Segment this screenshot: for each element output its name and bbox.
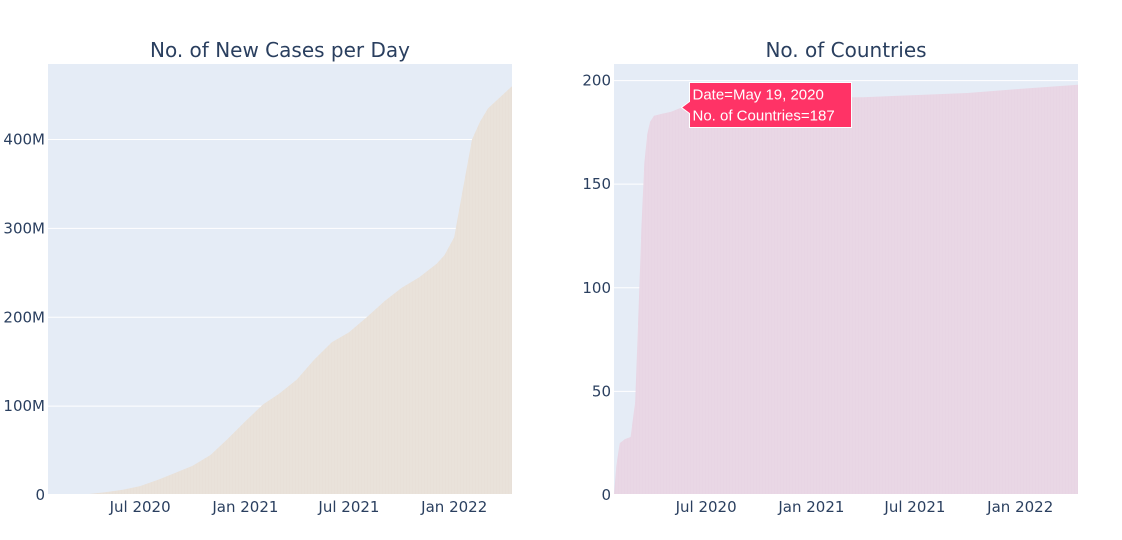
y-tick-label: 0 <box>35 486 45 504</box>
x-tick-label: Jul 2021 <box>317 498 379 516</box>
countries-chart: No. of Countries 0 50 100 150 200 Jul 2020 Ja… <box>582 38 1078 516</box>
x-tick-label: Jan 2022 <box>986 498 1053 516</box>
countries-area-series[interactable] <box>614 84 1078 495</box>
y-tick-label: 200 <box>582 72 611 90</box>
x-tick-label: Jan 2021 <box>777 498 844 516</box>
chart-title: No. of New Cases per Day <box>150 38 410 62</box>
cases-area-series[interactable] <box>48 86 512 495</box>
x-tick-label: Jan 2021 <box>211 498 278 516</box>
cases-bar-stripes <box>50 88 511 495</box>
tooltip-box <box>680 82 853 129</box>
y-tick-label: 100 <box>582 279 611 297</box>
y-tick-label: 100M <box>3 397 45 415</box>
chart-title: No. of Countries <box>765 38 926 62</box>
x-tick-label: Jan 2022 <box>420 498 487 516</box>
tooltip-date: Date=May 19, 2020 <box>693 87 824 104</box>
new-cases-chart: No. of New Cases per Day 0 100M 200M 300M 40… <box>3 38 512 516</box>
x-tick-label: Jul 2021 <box>883 498 945 516</box>
x-tick-label: Jul 2020 <box>675 498 737 516</box>
countries-bar-stripes <box>616 84 1077 495</box>
y-tick-label: 200M <box>3 308 45 326</box>
hover-tooltip: Date=May 19, 2020 No. of Countries=187 <box>680 82 853 129</box>
y-tick-label: 400M <box>3 131 45 149</box>
y-tick-label: 50 <box>592 382 611 400</box>
y-axis-ticks: 0 50 100 150 200 <box>582 72 611 504</box>
y-tick-label: 0 <box>601 486 611 504</box>
y-tick-label: 300M <box>3 219 45 237</box>
x-tick-label: Jul 2020 <box>109 498 171 516</box>
x-axis-ticks: Jul 2020 Jan 2021 Jul 2021 Jan 2022 <box>675 498 1054 516</box>
y-axis-ticks: 0 100M 200M 300M 400M <box>3 131 45 504</box>
x-axis-ticks: Jul 2020 Jan 2021 Jul 2021 Jan 2022 <box>109 498 488 516</box>
y-tick-label: 150 <box>582 175 611 193</box>
tooltip-value: No. of Countries=187 <box>693 108 835 125</box>
